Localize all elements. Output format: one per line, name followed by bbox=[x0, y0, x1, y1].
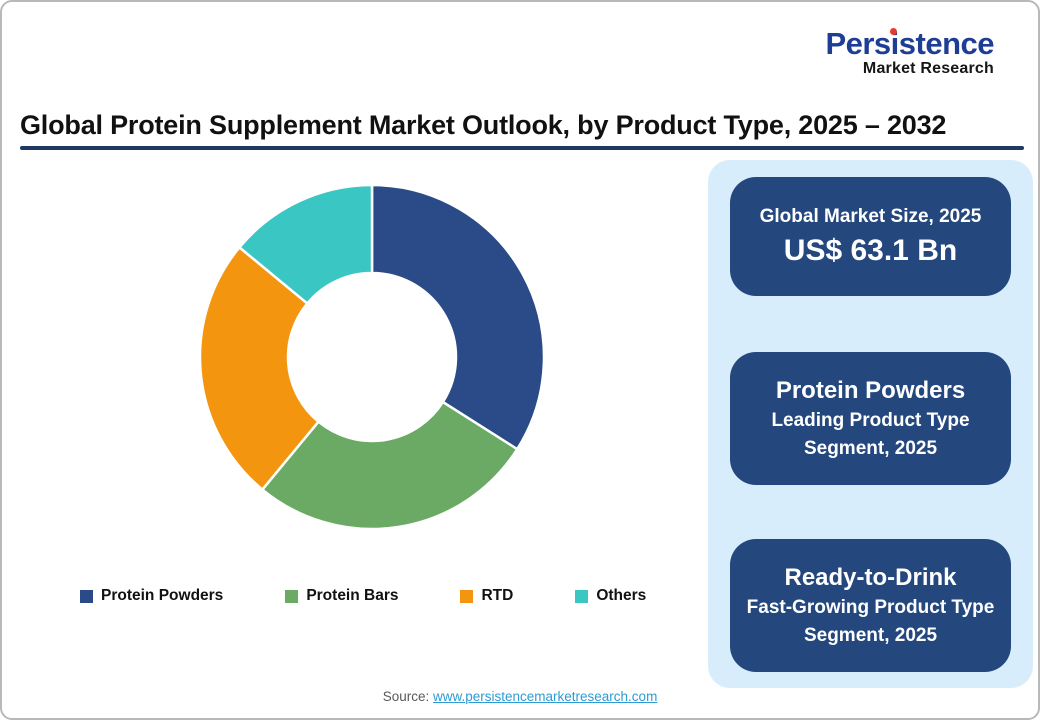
donut-segment-protein-powders bbox=[370, 183, 546, 451]
legend-label: Protein Powders bbox=[101, 587, 224, 604]
market-size-value: US$ 63.1 Bn bbox=[783, 233, 958, 267]
market-size-label: Global Market Size, 2025 bbox=[759, 206, 982, 228]
legend-item-others: Others bbox=[575, 587, 646, 605]
legend-swatch-icon bbox=[80, 589, 93, 603]
legend-item-rtd: RTD bbox=[460, 587, 513, 605]
page-title: Global Protein Supplement Market Outlook… bbox=[20, 110, 947, 140]
fast-growing-segment-card: Ready-to-Drink Fast-Growing Product Type… bbox=[730, 539, 1011, 672]
source-label: Source: bbox=[382, 689, 430, 704]
legend-item-protein-bars: Protein Bars bbox=[285, 587, 398, 605]
legend-label: Others bbox=[596, 587, 647, 604]
source-line: Source: www.persistencemarketresearch.co… bbox=[2, 689, 1038, 704]
highlight-panel: Global Market Size, 2025 US$ 63.1 Bn Pro… bbox=[708, 160, 1033, 688]
donut-segment-rtd bbox=[198, 246, 320, 491]
market-size-card: Global Market Size, 2025 US$ 63.1 Bn bbox=[730, 177, 1011, 296]
leading-segment-desc: Leading Product Type Segment, 2025 bbox=[771, 410, 970, 459]
donut-chart bbox=[172, 157, 572, 557]
leading-segment-card: Protein Powders Leading Product Type Seg… bbox=[730, 352, 1011, 485]
logo-name: Persistence bbox=[825, 28, 994, 59]
leading-segment-name: Protein Powders bbox=[775, 376, 966, 404]
legend-swatch-icon bbox=[285, 589, 299, 603]
fast-growing-segment-desc: Fast-Growing Product Type Segment, 2025 bbox=[746, 597, 995, 646]
source-link[interactable]: www.persistencemarketresearch.com bbox=[432, 689, 658, 704]
logo-name-text: Persistence bbox=[825, 26, 994, 61]
legend-swatch-icon bbox=[460, 589, 474, 603]
chart-legend: Protein Powders Protein Bars RTD Others bbox=[80, 587, 680, 605]
legend-item-protein-powders: Protein Powders bbox=[80, 587, 223, 605]
donut-segment-others bbox=[238, 183, 374, 305]
logo-subtitle: Market Research bbox=[862, 60, 994, 77]
donut-segment-protein-bars bbox=[261, 400, 519, 531]
fast-growing-segment-name: Ready-to-Drink bbox=[784, 563, 957, 591]
company-logo: Persistence Market Research bbox=[825, 28, 994, 77]
logo-red-dot-icon bbox=[890, 28, 898, 35]
legend-swatch-icon bbox=[575, 589, 589, 603]
legend-label: RTD bbox=[481, 587, 514, 604]
legend-label: Protein Bars bbox=[306, 587, 399, 604]
donut-chart-svg bbox=[198, 183, 546, 531]
title-underline bbox=[20, 146, 1024, 150]
